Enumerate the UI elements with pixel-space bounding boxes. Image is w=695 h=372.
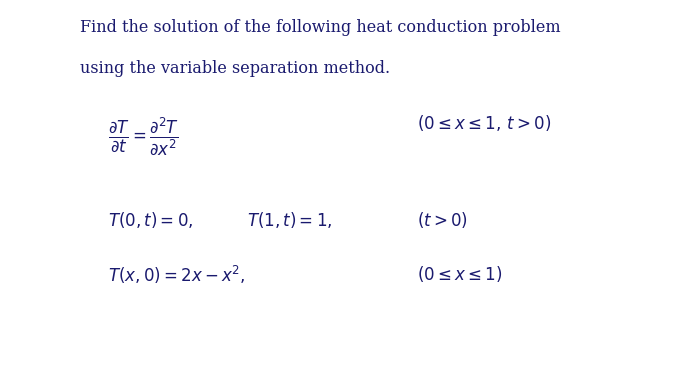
Text: $T(1,t)=1,$: $T(1,t)=1,$ [247, 210, 332, 230]
Text: using the variable separation method.: using the variable separation method. [80, 60, 390, 77]
Text: Find the solution of the following heat conduction problem: Find the solution of the following heat … [80, 19, 561, 36]
Text: $(t > 0)$: $(t > 0)$ [417, 210, 468, 230]
Text: $T(0,t)=0,$: $T(0,t)=0,$ [108, 210, 193, 230]
Text: $(0 \leq x \leq 1)$: $(0 \leq x \leq 1)$ [417, 264, 502, 284]
Text: $(0 \leq x \leq 1,\, t > 0)$: $(0 \leq x \leq 1,\, t > 0)$ [417, 113, 551, 134]
Text: $T(x,0) = 2x - x^2,$: $T(x,0) = 2x - x^2,$ [108, 264, 245, 286]
Text: $\dfrac{\partial T}{\partial t} = \dfrac{\partial^2 T}{\partial x^2}$: $\dfrac{\partial T}{\partial t} = \dfrac… [108, 115, 179, 157]
